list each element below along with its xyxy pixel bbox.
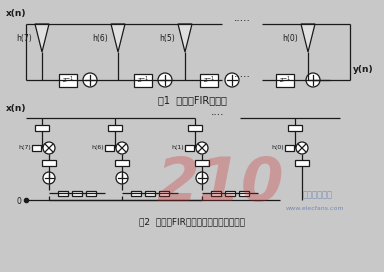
- Text: h(5): h(5): [159, 33, 175, 42]
- Bar: [58, 190, 68, 196]
- Circle shape: [116, 142, 128, 154]
- Text: h(0): h(0): [271, 146, 284, 150]
- Text: z$^{-1}$: z$^{-1}$: [203, 74, 215, 86]
- Circle shape: [225, 73, 239, 87]
- Polygon shape: [35, 24, 49, 52]
- Bar: [184, 145, 194, 151]
- Bar: [195, 160, 209, 166]
- Bar: [86, 190, 96, 196]
- Circle shape: [296, 142, 308, 154]
- Polygon shape: [301, 24, 315, 52]
- Bar: [42, 160, 56, 166]
- Text: 图1  转置型FIR滤波器: 图1 转置型FIR滤波器: [157, 95, 227, 105]
- Text: 图2  转置型FIR滤波器硬件逻辑基本单元: 图2 转置型FIR滤波器硬件逻辑基本单元: [139, 218, 245, 227]
- Text: .....: .....: [233, 69, 250, 79]
- Text: www.elecfans.com: www.elecfans.com: [286, 206, 344, 211]
- Text: h(6): h(6): [91, 146, 104, 150]
- Circle shape: [306, 73, 320, 87]
- Bar: [288, 125, 302, 131]
- Circle shape: [43, 172, 55, 184]
- Bar: [159, 190, 169, 196]
- Bar: [31, 145, 40, 151]
- Bar: [104, 145, 114, 151]
- Circle shape: [196, 172, 208, 184]
- Bar: [108, 125, 122, 131]
- Text: y(n): y(n): [353, 66, 374, 75]
- Text: 电子发烧友网: 电子发烧友网: [303, 190, 333, 199]
- Bar: [239, 190, 249, 196]
- Text: z$^{-1}$: z$^{-1}$: [137, 74, 149, 86]
- Circle shape: [116, 172, 128, 184]
- Circle shape: [196, 142, 208, 154]
- Bar: [276, 73, 294, 86]
- Text: ....: ....: [211, 107, 225, 117]
- Bar: [145, 190, 155, 196]
- Bar: [131, 190, 141, 196]
- Bar: [72, 190, 82, 196]
- Bar: [295, 160, 309, 166]
- Text: h(7): h(7): [18, 146, 31, 150]
- Circle shape: [43, 142, 55, 154]
- Text: h(6): h(6): [92, 33, 108, 42]
- Bar: [211, 190, 221, 196]
- Bar: [134, 73, 152, 86]
- Bar: [59, 73, 77, 86]
- Circle shape: [83, 73, 97, 87]
- Bar: [285, 145, 293, 151]
- Text: ....: ....: [211, 189, 225, 199]
- Text: h(0): h(0): [282, 33, 298, 42]
- Text: z$^{-1}$: z$^{-1}$: [62, 74, 74, 86]
- Text: 0: 0: [16, 196, 21, 206]
- Text: x(n): x(n): [6, 9, 26, 18]
- Circle shape: [158, 73, 172, 87]
- Text: .....: .....: [233, 13, 250, 23]
- Text: z$^{-1}$: z$^{-1}$: [279, 74, 291, 86]
- Text: h(1): h(1): [171, 146, 184, 150]
- Text: 210: 210: [156, 156, 284, 215]
- Bar: [225, 190, 235, 196]
- Text: x(n): x(n): [6, 104, 26, 113]
- Bar: [200, 73, 218, 86]
- Bar: [35, 125, 49, 131]
- Bar: [115, 160, 129, 166]
- Bar: [188, 125, 202, 131]
- Polygon shape: [178, 24, 192, 52]
- Polygon shape: [111, 24, 125, 52]
- Text: h(7): h(7): [16, 33, 32, 42]
